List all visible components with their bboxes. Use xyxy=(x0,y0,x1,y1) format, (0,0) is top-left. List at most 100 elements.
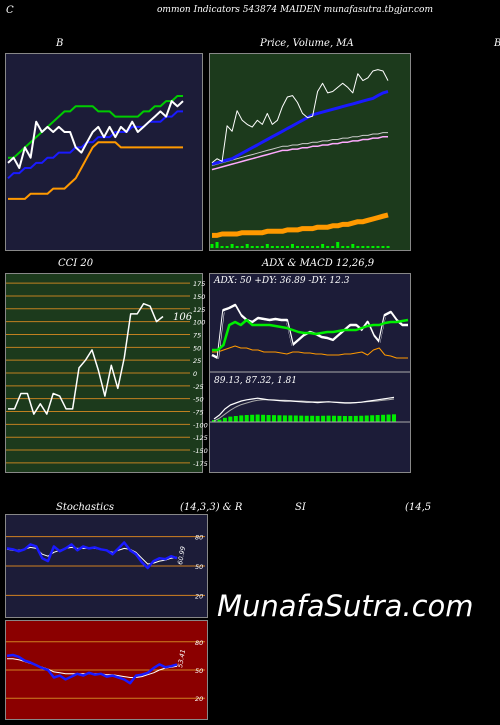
volume-bar xyxy=(215,242,219,248)
cci-tick-label: -100 xyxy=(193,421,208,429)
macd-histogram-bar xyxy=(370,415,375,422)
macd-histogram-bar xyxy=(228,416,233,422)
macd-histogram-bar xyxy=(239,415,244,422)
macd-histogram-bar xyxy=(233,416,238,422)
volume-bar xyxy=(361,246,365,248)
macd-histogram-bar xyxy=(282,415,287,422)
macd-histogram-bar xyxy=(255,414,260,422)
volume-bar xyxy=(351,244,355,248)
macd-histogram-bar xyxy=(315,415,320,422)
volume-bar xyxy=(290,244,294,248)
rsi-line xyxy=(6,653,178,685)
cci-tick-label: -25 xyxy=(193,383,204,391)
volume-bar xyxy=(316,246,320,248)
macd-histogram-bar xyxy=(386,414,391,422)
cci-tick-label: -175 xyxy=(193,460,208,468)
volume-bar xyxy=(275,246,279,248)
right-letter: B xyxy=(494,38,500,49)
rsi-tick-label: 80 xyxy=(195,639,203,647)
cci-tick-label: 75 xyxy=(193,331,201,339)
stochastics-title: Stochastics xyxy=(56,502,114,513)
volume-bar xyxy=(220,246,224,248)
cci-tick-label: -125 xyxy=(193,434,208,442)
header-title: ommon Indicators 543874 MAIDEN munafasut… xyxy=(157,5,433,15)
macd-histogram-bar xyxy=(326,415,331,422)
volume-bar xyxy=(321,244,325,248)
price-ma-title: Price, Volume, MA xyxy=(260,38,354,49)
bollinger-band-2 xyxy=(8,95,183,159)
adx-macd-panel xyxy=(209,273,411,473)
rsi-params: (14,5 xyxy=(405,502,432,513)
volume-bar xyxy=(311,246,315,248)
stoch-tick-label: 50 xyxy=(195,563,203,571)
volume-bar xyxy=(250,246,254,248)
volume-bar xyxy=(265,244,269,248)
volume-bar xyxy=(225,246,229,248)
ma-mid-line-2 xyxy=(211,132,388,166)
stochastics-params: (14,3,3) & R xyxy=(180,502,243,513)
volume-bar xyxy=(295,246,299,248)
cci-tick-label: 0 xyxy=(193,370,197,378)
cci-tick-label: -150 xyxy=(193,447,208,455)
volume-bar xyxy=(270,246,274,248)
volume-bar xyxy=(346,246,350,248)
macd-histogram-bar xyxy=(337,415,342,422)
macd-histogram-bar xyxy=(266,415,271,422)
adx-label: ADX: 50 +DY: 36.89 -DY: 12.3 xyxy=(214,276,350,286)
volume-bar xyxy=(280,246,284,248)
volume-bar xyxy=(326,246,330,248)
macd-histogram-bar xyxy=(222,417,227,422)
macd-histogram-bar xyxy=(244,415,249,422)
volume-bar xyxy=(371,246,375,248)
macd-histogram-bar xyxy=(310,415,315,422)
macd-histogram-bar xyxy=(342,416,347,422)
macd-histogram-bar xyxy=(332,415,336,422)
cci-tick-label: 150 xyxy=(193,293,205,301)
macd-line xyxy=(213,396,395,420)
macd-histogram-bar xyxy=(277,415,282,422)
bollinger-panel xyxy=(5,53,203,251)
stoch-tick-label: 80 xyxy=(195,534,203,542)
cci-tick-label: -75 xyxy=(193,409,204,417)
cci-tick-label: 125 xyxy=(193,306,205,314)
macd-histogram-bar xyxy=(321,415,326,422)
cci-tick-label: 175 xyxy=(193,280,205,288)
volume-bar xyxy=(381,246,385,248)
stoch-tick-label: 20 xyxy=(195,592,203,600)
macd-histogram-bar xyxy=(288,415,293,422)
rsi-tick-label: 50 xyxy=(195,667,203,675)
watermark: MunafaSutra.com xyxy=(217,589,474,623)
volume-bar xyxy=(230,244,234,248)
macd-histogram-bar xyxy=(272,415,276,422)
volume-bar xyxy=(331,246,335,248)
adx-minus-di-line xyxy=(212,345,408,359)
bollinger-price-line xyxy=(7,100,184,169)
volume-bar xyxy=(245,244,249,248)
volume-bar xyxy=(306,246,310,248)
macd-histogram-bar xyxy=(381,414,386,422)
volume-bar xyxy=(285,246,289,248)
ma-short-line xyxy=(211,90,389,166)
macd-histogram-bar xyxy=(304,415,309,422)
macd-histogram-bar xyxy=(261,414,266,422)
macd-histogram-bar xyxy=(293,415,298,422)
volume-bar xyxy=(301,246,305,248)
cci-line xyxy=(8,302,164,415)
bollinger-band-1 xyxy=(7,110,183,180)
rsi-current-label: 53.41 xyxy=(176,649,187,669)
bollinger-title: B xyxy=(56,38,64,49)
adx-line xyxy=(212,318,409,352)
stoch-current-label: 60.99 xyxy=(176,546,187,566)
cci-tick-label: 25 xyxy=(193,357,201,365)
left-letter: C xyxy=(6,5,14,16)
price-line xyxy=(211,69,389,164)
volume-bar xyxy=(240,246,244,248)
macd-histogram-bar xyxy=(299,415,304,422)
volume-bar xyxy=(341,246,345,248)
volume-bar xyxy=(210,244,214,248)
stoch-d-line xyxy=(6,546,178,565)
stoch-k-line xyxy=(6,541,178,570)
macd-histogram-bar xyxy=(250,414,255,422)
macd-histogram-bar xyxy=(392,414,396,422)
volume-bar xyxy=(260,246,264,248)
